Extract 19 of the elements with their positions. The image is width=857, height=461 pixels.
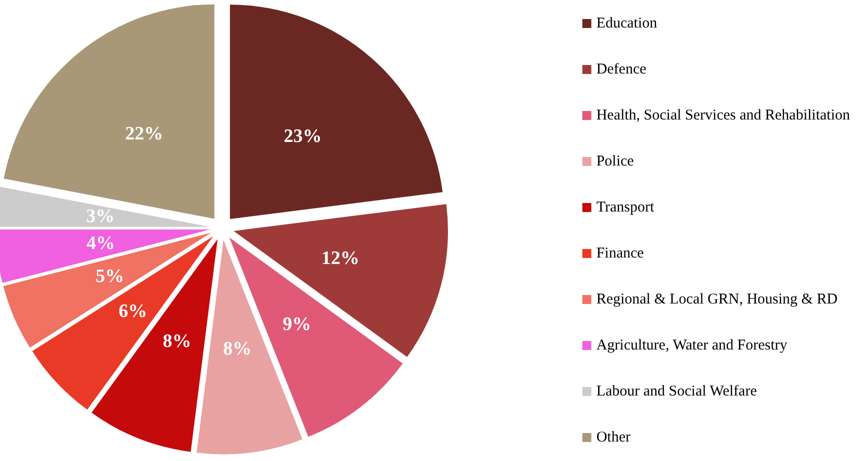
legend-label: Agriculture, Water and Forestry (596, 338, 788, 354)
data-label: 9% (282, 314, 312, 336)
data-label: 8% (162, 331, 192, 352)
data-label: 5% (96, 266, 124, 288)
data-label: 22% (125, 123, 164, 144)
legend-label: Health, Social Services and Rehabilitation (596, 108, 850, 124)
data-label: 8% (223, 338, 252, 360)
legend-label: Defence (596, 62, 647, 78)
legend-label: Regional & Local GRN, Housing & RD (596, 292, 838, 308)
legend-label: Labour and Social Welfare (596, 384, 758, 400)
legend-label: Other (596, 430, 630, 446)
legend-label: Police (596, 154, 634, 170)
legend-label: Education (596, 16, 658, 32)
data-label: 23% (284, 126, 322, 147)
data-label: 4% (86, 232, 116, 254)
data-label: 12% (321, 248, 360, 269)
legend-label: Transport (596, 200, 655, 216)
legend-label: Finance (596, 246, 644, 262)
data-label: 6% (118, 301, 148, 322)
